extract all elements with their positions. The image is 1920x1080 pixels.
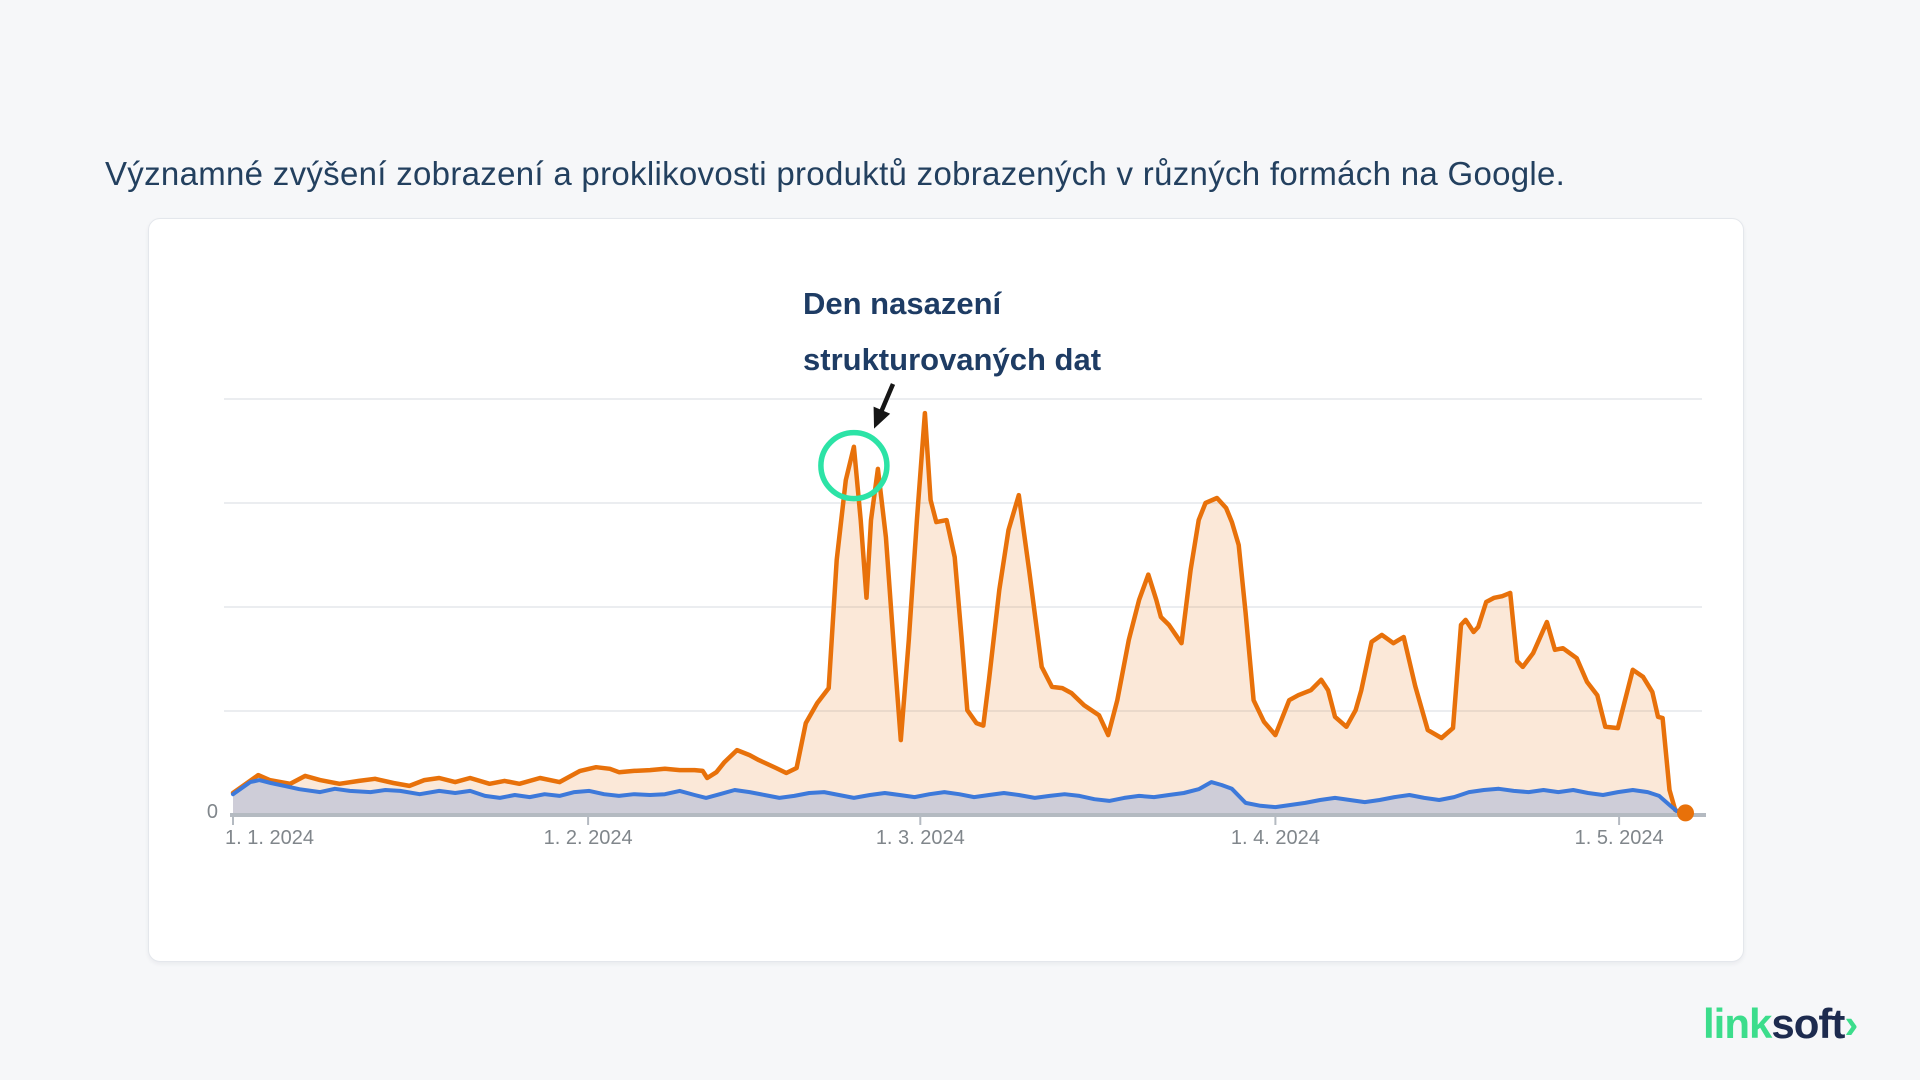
y-axis-zero-label: 0 — [206, 801, 218, 823]
chart-annotation: Den nasazení strukturovaných dat — [803, 276, 1101, 388]
x-axis-label-apr: 1. 4. 2024 — [1230, 827, 1320, 849]
page-title: Významné zvýšení zobrazení a proklikovos… — [105, 155, 1566, 193]
annotation-line2: strukturovaných dat — [803, 342, 1102, 377]
x-axis-label-feb: 1. 2. 2024 — [543, 827, 633, 849]
logo-soft-part: soft — [1771, 1000, 1845, 1047]
x-axis-label-mar: 1. 3. 2024 — [875, 827, 965, 849]
x-axis-label-jan: 1. 1. 2024 — [225, 827, 314, 849]
x-axis-label-may: 1. 5. 2024 — [1574, 827, 1664, 849]
logo-link-part: link — [1703, 1000, 1772, 1047]
annotation-line1: Den nasazení — [803, 286, 1002, 321]
logo-chevron-icon: › — [1844, 1000, 1858, 1047]
linksoft-logo: linksoft› — [1703, 1000, 1858, 1048]
